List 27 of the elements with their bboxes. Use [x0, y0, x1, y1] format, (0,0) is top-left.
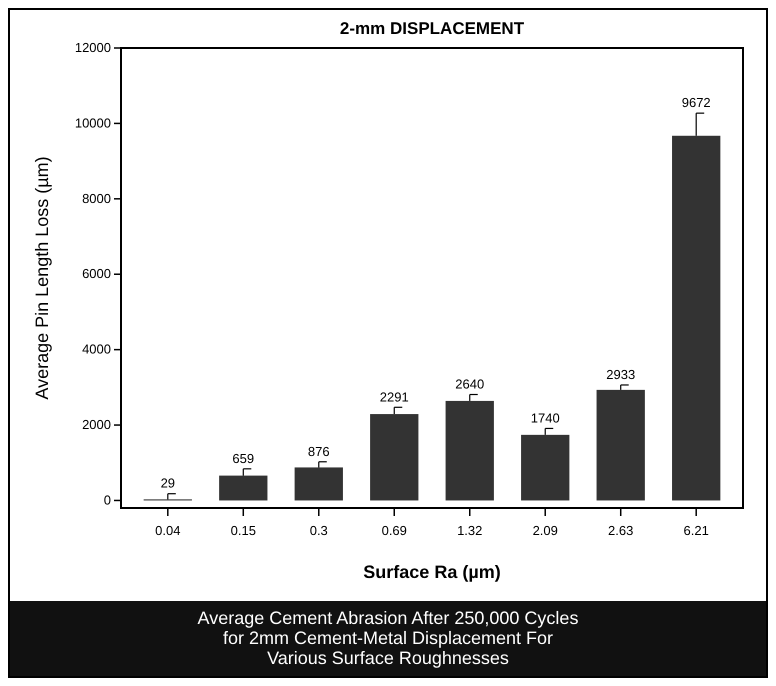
chart-title: 2-mm DISPLACEMENT [340, 19, 525, 38]
x-tick-label: 0.69 [382, 523, 407, 538]
y-tick-label: 12000 [74, 40, 111, 55]
data-label: 2291 [380, 389, 409, 404]
x-tick-label: 0.04 [155, 523, 180, 538]
data-label: 1740 [530, 410, 560, 426]
x-tick-label: 6.21 [684, 523, 709, 538]
x-tick-label: 1.32 [457, 523, 482, 538]
y-tick-label: 6000 [82, 266, 111, 282]
x-tick-label: 0.3 [310, 523, 328, 538]
data-label: 29 [160, 476, 176, 491]
y-tick-label: 2000 [82, 417, 111, 432]
y-axis-title: Average Pin Length Loss (µm) [32, 156, 52, 400]
y-tick-label: 0 [104, 492, 111, 508]
y-tick-label: 8000 [82, 190, 111, 206]
text: Average Cement Abrasion After 250,000 Cycles for 2mm Cement-Metal Displacement For Various Surface Roughnesses [198, 608, 578, 668]
y-tick-label: 4000 [82, 342, 111, 357]
data-label: 876 [308, 444, 330, 459]
y-tick-label: 10000 [74, 115, 111, 130]
data-label: 9672 [682, 95, 711, 110]
data-label: 659 [232, 450, 254, 466]
x-tick-label: 2.63 [608, 523, 634, 538]
data-label: 2933 [606, 366, 636, 382]
x-axis-title: Surface Ra (µm) [363, 562, 501, 582]
x-tick-label: 2.09 [532, 523, 558, 538]
data-label: 2640 [455, 376, 484, 392]
x-tick-label: 0.15 [230, 523, 256, 538]
